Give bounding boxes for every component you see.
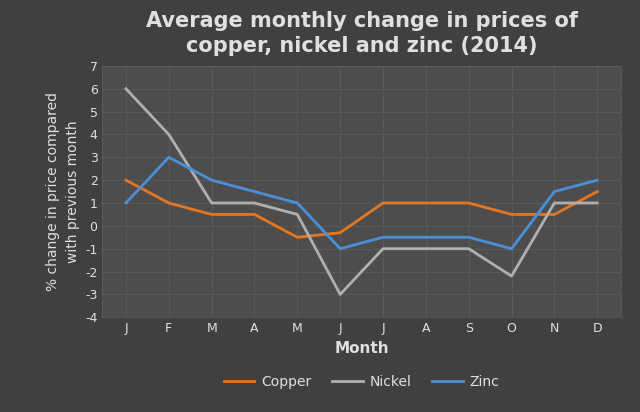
Copper [337, 230, 344, 235]
Nickel [550, 201, 558, 206]
Nickel [165, 132, 173, 137]
Nickel [251, 201, 259, 206]
Nickel [337, 292, 344, 297]
Zinc [593, 178, 601, 183]
Nickel [422, 246, 429, 251]
Copper [422, 201, 429, 206]
Zinc [251, 189, 259, 194]
Copper [379, 201, 387, 206]
Line: Nickel: Nickel [126, 89, 597, 295]
Copper [508, 212, 515, 217]
Zinc [165, 155, 173, 160]
Zinc [550, 189, 558, 194]
Copper [550, 212, 558, 217]
Zinc [508, 246, 515, 251]
Copper [593, 189, 601, 194]
Copper [208, 212, 216, 217]
Nickel [508, 274, 515, 279]
Nickel [465, 246, 472, 251]
Legend: Copper, Nickel, Zinc: Copper, Nickel, Zinc [218, 370, 505, 395]
Copper [294, 235, 301, 240]
Copper [165, 201, 173, 206]
Nickel [294, 212, 301, 217]
Nickel [379, 246, 387, 251]
Copper [251, 212, 259, 217]
Title: Average monthly change in prices of
copper, nickel and zinc (2014): Average monthly change in prices of copp… [146, 11, 578, 56]
Y-axis label: % change in price compared
with previous month: % change in price compared with previous… [46, 92, 79, 291]
Zinc [122, 201, 130, 206]
Zinc [294, 201, 301, 206]
Nickel [122, 86, 130, 91]
Copper [122, 178, 130, 183]
Zinc [465, 235, 472, 240]
Zinc [208, 178, 216, 183]
Nickel [208, 201, 216, 206]
Zinc [337, 246, 344, 251]
Zinc [422, 235, 429, 240]
Line: Copper: Copper [126, 180, 597, 237]
Line: Zinc: Zinc [126, 157, 597, 249]
Nickel [593, 201, 601, 206]
Copper [465, 201, 472, 206]
Zinc [379, 235, 387, 240]
X-axis label: Month: Month [334, 341, 389, 356]
